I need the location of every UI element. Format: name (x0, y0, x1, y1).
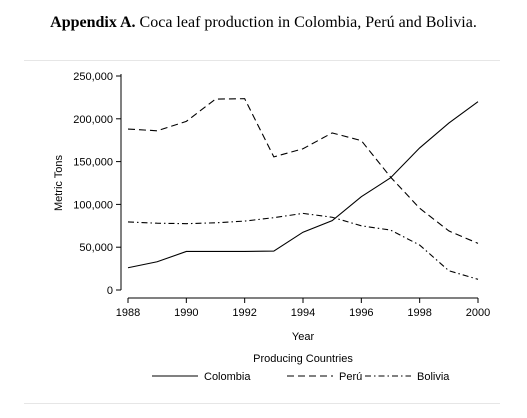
series-line-bolivia (127, 212, 479, 280)
bottom-divider (24, 403, 500, 404)
x-tick-label: 1994 (291, 307, 315, 319)
y-axis-title: Metric Tons (53, 154, 65, 211)
series-line-colombia (127, 101, 479, 269)
y-tick-label: 150,000 (73, 157, 113, 169)
caption-label: Appendix A. (50, 14, 136, 31)
x-tick-label: 1998 (407, 307, 431, 319)
legend-label: Bolivia (417, 371, 450, 383)
caption-text: Coca leaf production in Colombia, Perú a… (139, 14, 477, 31)
figure-caption: Appendix A. Coca leaf production in Colo… (0, 14, 527, 32)
y-tick-label: 0 (107, 285, 113, 297)
legend-label: Perú (339, 371, 362, 383)
y-tick-label: 100,000 (73, 199, 113, 211)
legend-label: Colombia (204, 371, 251, 383)
x-tick-label: 1992 (232, 307, 256, 319)
x-tick-label: 1988 (116, 307, 140, 319)
legend-title: Producing Countries (253, 353, 353, 365)
y-tick-label: 200,000 (73, 114, 113, 126)
x-tick-label: 1990 (174, 307, 198, 319)
top-divider (24, 60, 500, 61)
series-line-per (127, 98, 479, 244)
x-tick-label: 1996 (349, 307, 373, 319)
y-tick-label: 250,000 (73, 71, 113, 83)
x-axis-title: Year (292, 331, 315, 343)
x-tick-label: 2000 (466, 307, 490, 319)
y-tick-label: 50,000 (79, 242, 113, 254)
